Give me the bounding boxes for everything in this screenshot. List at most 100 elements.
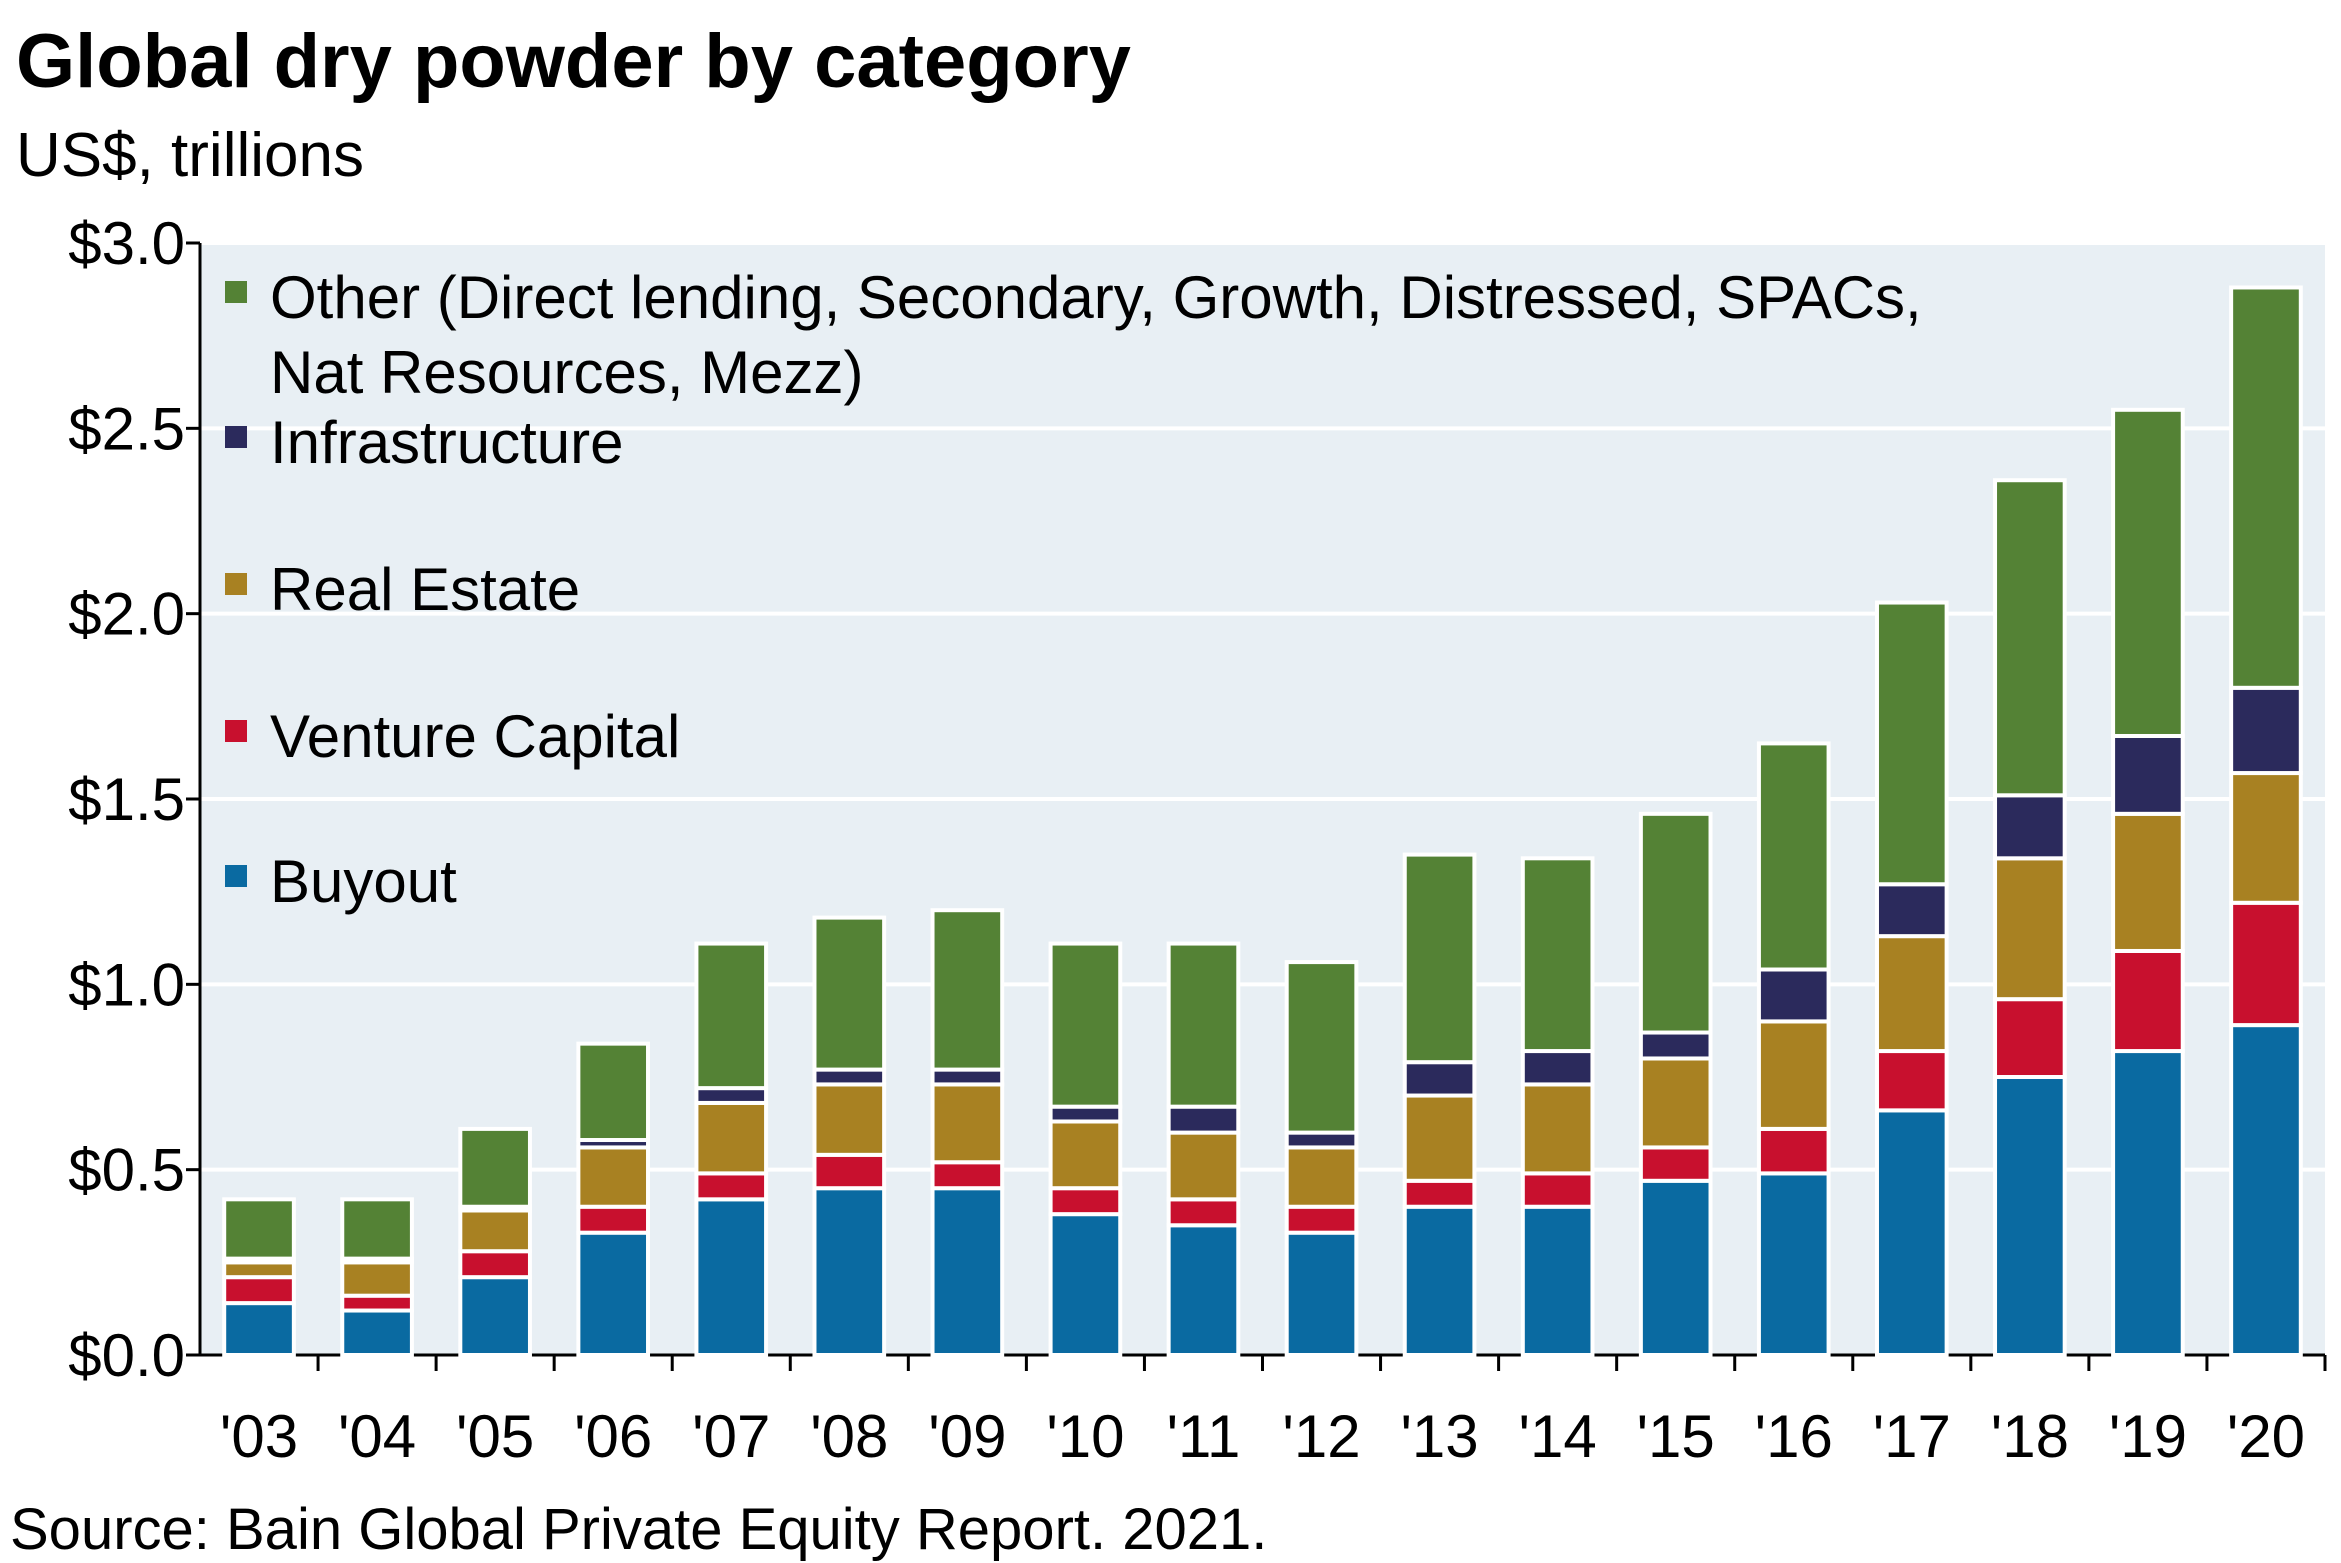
bar-real-10 [1048, 1119, 1123, 1191]
legend-label: Nat Resources, Mezz) [270, 339, 864, 406]
x-tick-label: '06 [574, 1403, 652, 1470]
legend-label: Buyout [270, 848, 457, 915]
bar-infrastructure-19 [2111, 733, 2185, 816]
bar-other-09 [930, 908, 1005, 1072]
bar-other-12 [1284, 960, 1359, 1135]
bar-other-14 [1520, 856, 1595, 1054]
bar-other-07 [694, 941, 769, 1091]
y-tick-label: $0.0 [68, 1322, 185, 1389]
x-tick-label: '11 [1167, 1403, 1241, 1470]
source-note: Source: Bain Global Private Equity Repor… [10, 1497, 1268, 1562]
bar-other-04 [340, 1197, 414, 1261]
bar-venture-04 [340, 1293, 414, 1313]
bar-buyout-15 [1638, 1178, 1713, 1357]
x-tick-label: '15 [1637, 1403, 1715, 1470]
bar-other-10 [1048, 941, 1123, 1109]
x-tick-label: '05 [456, 1403, 534, 1470]
legend-label: Real Estate [270, 556, 580, 623]
x-tick-label: '18 [1991, 1403, 2069, 1470]
bar-other-06 [576, 1041, 651, 1143]
bar-infrastructure-15 [1638, 1030, 1713, 1061]
bar-venture-15 [1638, 1145, 1713, 1183]
bar-other-15 [1638, 811, 1713, 1035]
bar-buyout-03 [222, 1301, 296, 1358]
bar-venture-17 [1874, 1049, 1949, 1113]
bar-venture-13 [1402, 1178, 1477, 1209]
bar-buyout-13 [1402, 1204, 1477, 1357]
bar-buyout-09 [930, 1186, 1005, 1357]
bar-other-05 [458, 1126, 532, 1209]
bar-buyout-07 [694, 1197, 769, 1357]
bar-infrastructure-14 [1520, 1049, 1595, 1087]
bar-real-03 [222, 1260, 296, 1280]
bar-buyout-16 [1756, 1171, 1831, 1357]
bar-venture-14 [1520, 1171, 1595, 1209]
bar-buyout-11 [1166, 1223, 1241, 1358]
bar-venture-19 [2111, 948, 2185, 1054]
legend-swatch [225, 426, 247, 448]
legend-swatch [225, 573, 247, 595]
bar-other-20 [2229, 285, 2303, 690]
bar-real-08 [812, 1082, 887, 1157]
bar-infrastructure-17 [1874, 882, 1949, 939]
chart-subtitle: US$, trillions [16, 121, 364, 190]
x-tick-label: '03 [220, 1403, 298, 1470]
bar-other-13 [1402, 852, 1477, 1065]
bar-venture-12 [1284, 1204, 1359, 1235]
bar-buyout-04 [340, 1308, 414, 1358]
bar-real-09 [930, 1082, 1005, 1165]
legend-swatch [225, 720, 247, 742]
x-tick-label: '16 [1755, 1403, 1833, 1470]
bar-real-13 [1402, 1093, 1477, 1183]
legend-label: Infrastructure [270, 409, 623, 476]
bar-buyout-19 [2111, 1049, 2185, 1357]
bar-real-06 [576, 1145, 651, 1209]
x-tick-label: '08 [810, 1403, 888, 1470]
bar-infrastructure-16 [1756, 967, 1831, 1024]
x-tick-label: '07 [692, 1403, 770, 1470]
bar-venture-20 [2229, 900, 2303, 1028]
x-tick-label: '14 [1519, 1403, 1597, 1470]
bar-other-17 [1874, 600, 1949, 887]
bar-infrastructure-07 [694, 1086, 769, 1105]
x-tick-label: '19 [2109, 1403, 2187, 1470]
bar-real-04 [340, 1260, 414, 1298]
bar-infrastructure-12 [1284, 1130, 1359, 1150]
bar-venture-16 [1756, 1126, 1831, 1176]
bar-venture-05 [458, 1249, 532, 1280]
legend-label: Venture Capital [270, 703, 680, 770]
bar-real-12 [1284, 1145, 1359, 1209]
bar-infrastructure-11 [1166, 1104, 1241, 1135]
bar-venture-11 [1166, 1197, 1241, 1228]
y-tick-label: $2.5 [68, 395, 185, 462]
bar-buyout-05 [458, 1275, 532, 1358]
bar-buyout-14 [1520, 1204, 1595, 1357]
y-tick-label: $0.5 [68, 1137, 185, 1204]
x-tick-label: '10 [1046, 1403, 1124, 1470]
legend-label: Other (Direct lending, Secondary, Growth… [270, 264, 1922, 331]
bar-venture-07 [694, 1171, 769, 1202]
bar-infrastructure-08 [812, 1067, 887, 1087]
bar-other-16 [1756, 741, 1831, 972]
bar-infrastructure-18 [1993, 793, 2067, 861]
y-tick-label: $1.5 [68, 766, 185, 833]
bar-real-15 [1638, 1056, 1713, 1150]
bar-real-20 [2229, 771, 2303, 905]
bar-buyout-06 [576, 1230, 651, 1358]
bar-other-03 [222, 1197, 296, 1261]
bar-buyout-17 [1874, 1108, 1949, 1357]
chart-title: Global dry powder by category [16, 19, 1131, 104]
y-tick-label: $2.0 [68, 581, 185, 648]
bar-venture-03 [222, 1275, 296, 1306]
bar-buyout-20 [2229, 1023, 2303, 1358]
bar-other-11 [1166, 941, 1241, 1109]
bar-venture-18 [1993, 997, 2067, 1079]
bar-real-14 [1520, 1082, 1595, 1176]
bar-venture-09 [930, 1160, 1005, 1191]
x-tick-label: '20 [2227, 1403, 2305, 1470]
bar-venture-10 [1048, 1186, 1123, 1217]
bar-buyout-12 [1284, 1230, 1359, 1358]
x-tick-label: '12 [1282, 1403, 1360, 1470]
bar-infrastructure-20 [2229, 685, 2303, 776]
